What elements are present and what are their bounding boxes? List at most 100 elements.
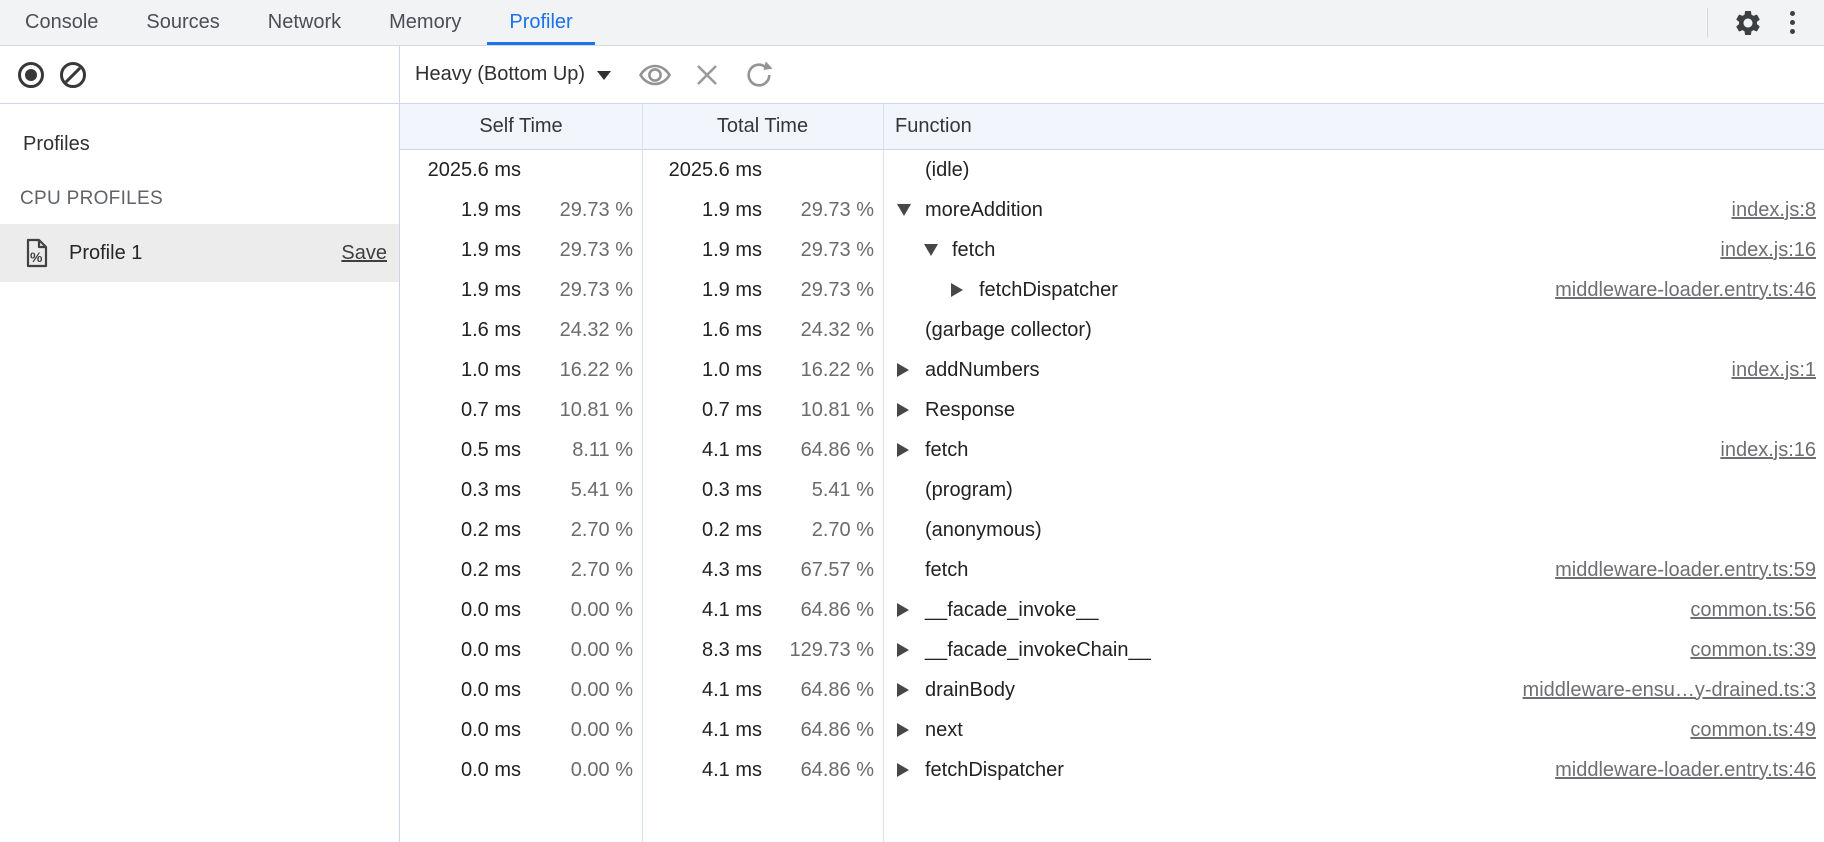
total-time-cell-percent: 29.73 % [800, 238, 874, 261]
tab-memory[interactable]: Memory [389, 11, 462, 33]
source-location-link[interactable]: index.js:16 [1720, 438, 1816, 461]
self-time-cell-ms: 0.0 ms [460, 758, 521, 781]
triangle [897, 723, 909, 737]
profile-name: Profile 1 [69, 241, 143, 264]
profile-table-row[interactable]: 0.0 ms 0.00 % 8.3 ms 129.73 % __facade_invok… [400, 630, 1824, 670]
function-name: addNumbers [925, 358, 1040, 381]
function-name: fetchDispatcher [979, 278, 1118, 301]
profile-table-row[interactable]: 1.9 ms 29.73 % 1.9 ms 29.73 % fetchDispatche… [400, 270, 1824, 310]
source-location-link[interactable]: middleware-ensu…y-drained.ts:3 [1522, 678, 1816, 701]
expanded-arrow-icon[interactable] [924, 244, 952, 256]
view-mode-dropdown[interactable]: Heavy (Bottom Up) [415, 63, 612, 86]
function-cell: (idle) [883, 159, 1824, 182]
profile-table-row[interactable]: 0.2 ms 2.70 % 4.3 ms 67.57 % fetch middleware… [400, 550, 1824, 590]
collapsed-arrow-icon[interactable] [897, 723, 925, 737]
self-time-cell: 0.0 ms 0.00 % [400, 679, 642, 702]
function-cell: fetch index.js:16 [883, 239, 1824, 262]
profile-table-row[interactable]: 0.0 ms 0.00 % 4.1 ms 64.86 % fetchDispatcher… [400, 750, 1824, 790]
collapsed-arrow-icon[interactable] [897, 603, 925, 617]
function-name: Response [925, 398, 1016, 421]
profile-table-row[interactable]: 1.0 ms 16.22 % 1.0 ms 16.22 % addNumbers inde… [400, 350, 1824, 390]
triangle [897, 763, 909, 777]
profile-table-row[interactable]: 1.9 ms 29.73 % 1.9 ms 29.73 % moreAddition in… [400, 190, 1824, 230]
exclude-selected-button[interactable] [685, 53, 729, 97]
self-time-cell: 0.7 ms 10.81 % [400, 399, 642, 422]
source-location-link[interactable]: middleware-loader.entry.ts:46 [1555, 278, 1816, 301]
triangle [897, 683, 909, 697]
profile-list-item[interactable]: % Profile 1 Save [0, 224, 399, 282]
profile-table-row[interactable]: 0.2 ms 2.70 % 0.2 ms 2.70 % (anonymous) [400, 510, 1824, 550]
total-time-cell: 0.7 ms 10.81 % [642, 399, 883, 422]
source-location-link[interactable]: index.js:1 [1731, 358, 1817, 381]
self-time-cell-percent: 29.73 % [559, 278, 633, 301]
source-location-link[interactable]: common.ts:49 [1690, 718, 1816, 741]
column-header-function[interactable]: Function [895, 115, 972, 137]
total-time-cell-ms: 8.3 ms [701, 638, 762, 661]
profile-table-row[interactable]: 0.3 ms 5.41 % 0.3 ms 5.41 % (program) [400, 470, 1824, 510]
total-time-cell-ms: 0.7 ms [701, 398, 762, 421]
total-time-cell: 1.9 ms 29.73 % [642, 199, 883, 222]
self-time-cell-ms: 0.0 ms [460, 598, 521, 621]
self-time-cell-ms: 0.2 ms [460, 558, 521, 581]
total-time-cell-ms: 1.6 ms [701, 318, 762, 341]
column-header-total-time[interactable]: Total Time [716, 115, 809, 137]
source-location-link[interactable]: index.js:8 [1731, 198, 1817, 221]
collapsed-arrow-icon[interactable] [951, 283, 979, 297]
save-profile-link[interactable]: Save [341, 241, 387, 264]
total-time-cell: 4.1 ms 64.86 % [642, 599, 883, 622]
profile-table-row[interactable]: 0.0 ms 0.00 % 4.1 ms 64.86 % __facade_invoke… [400, 590, 1824, 630]
refresh-icon [747, 60, 773, 87]
total-time-cell-ms: 4.3 ms [701, 558, 762, 581]
focus-selected-button[interactable] [633, 53, 677, 97]
collapsed-arrow-icon[interactable] [897, 763, 925, 777]
kebab-menu-icon [1789, 11, 1795, 34]
profiles-heading: Profiles [23, 133, 90, 155]
profiler-controls [0, 46, 400, 103]
close-icon [697, 64, 717, 85]
collapsed-arrow-icon[interactable] [897, 403, 925, 417]
collapsed-arrow-icon[interactable] [897, 643, 925, 657]
collapsed-arrow-icon[interactable] [897, 443, 925, 457]
tab-console[interactable]: Console [25, 11, 99, 33]
source-location-link[interactable]: common.ts:56 [1690, 598, 1816, 621]
profile-table-row[interactable]: 0.0 ms 0.00 % 4.1 ms 64.86 % next common.ts:4… [400, 710, 1824, 750]
more-options-button[interactable] [1770, 1, 1814, 45]
total-time-cell: 1.6 ms 24.32 % [642, 319, 883, 342]
function-name: next [925, 718, 963, 741]
clear-profiles-button[interactable] [60, 61, 86, 88]
source-location-link[interactable]: middleware-loader.entry.ts:59 [1555, 558, 1816, 581]
tab-sources[interactable]: Sources [146, 11, 220, 33]
source-location-link[interactable]: common.ts:39 [1690, 638, 1816, 661]
collapsed-arrow-icon[interactable] [897, 683, 925, 697]
profile-table-row[interactable]: 2025.6 ms 2025.6 ms (idle) [400, 150, 1824, 190]
self-time-cell-ms: 1.6 ms [460, 318, 521, 341]
function-name: fetch [952, 238, 996, 261]
self-time-cell-percent: 2.70 % [570, 518, 633, 541]
profile-table-row[interactable]: 0.0 ms 0.00 % 4.1 ms 64.86 % drainBody middle… [400, 670, 1824, 710]
self-time-cell-percent: 2.70 % [570, 558, 633, 581]
tab-profiler[interactable]: Profiler [487, 0, 596, 45]
function-name: (program) [925, 478, 1013, 501]
record-profile-button[interactable] [18, 61, 44, 88]
profile-table-row[interactable]: 1.9 ms 29.73 % 1.9 ms 29.73 % fetch index.js:… [400, 230, 1824, 270]
self-time-cell-percent: 24.32 % [559, 318, 633, 341]
total-time-cell: 2025.6 ms [642, 159, 883, 182]
self-time-cell: 0.2 ms 2.70 % [400, 559, 642, 582]
profile-table-row[interactable]: 0.5 ms 8.11 % 4.1 ms 64.86 % fetch index.js:1… [400, 430, 1824, 470]
collapsed-arrow-icon[interactable] [897, 363, 925, 377]
total-time-cell: 0.2 ms 2.70 % [642, 519, 883, 542]
total-time-cell: 4.3 ms 67.57 % [642, 559, 883, 582]
profile-table-row[interactable]: 0.7 ms 10.81 % 0.7 ms 10.81 % Response [400, 390, 1824, 430]
settings-button[interactable] [1726, 1, 1770, 45]
tab-network[interactable]: Network [267, 11, 342, 33]
source-location-link[interactable]: index.js:16 [1720, 238, 1816, 261]
total-time-cell: 1.9 ms 29.73 % [642, 279, 883, 302]
source-location-link[interactable]: middleware-loader.entry.ts:46 [1555, 758, 1816, 781]
expanded-arrow-icon[interactable] [897, 204, 925, 216]
restore-all-button[interactable] [737, 53, 781, 97]
total-time-cell: 1.9 ms 29.73 % [642, 239, 883, 262]
profile-table-row[interactable]: 1.6 ms 24.32 % 1.6 ms 24.32 % (garbage colle… [400, 310, 1824, 350]
total-time-cell-ms: 4.1 ms [701, 718, 762, 741]
function-name: moreAddition [925, 198, 1043, 221]
column-header-self-time[interactable]: Self Time [479, 115, 563, 137]
